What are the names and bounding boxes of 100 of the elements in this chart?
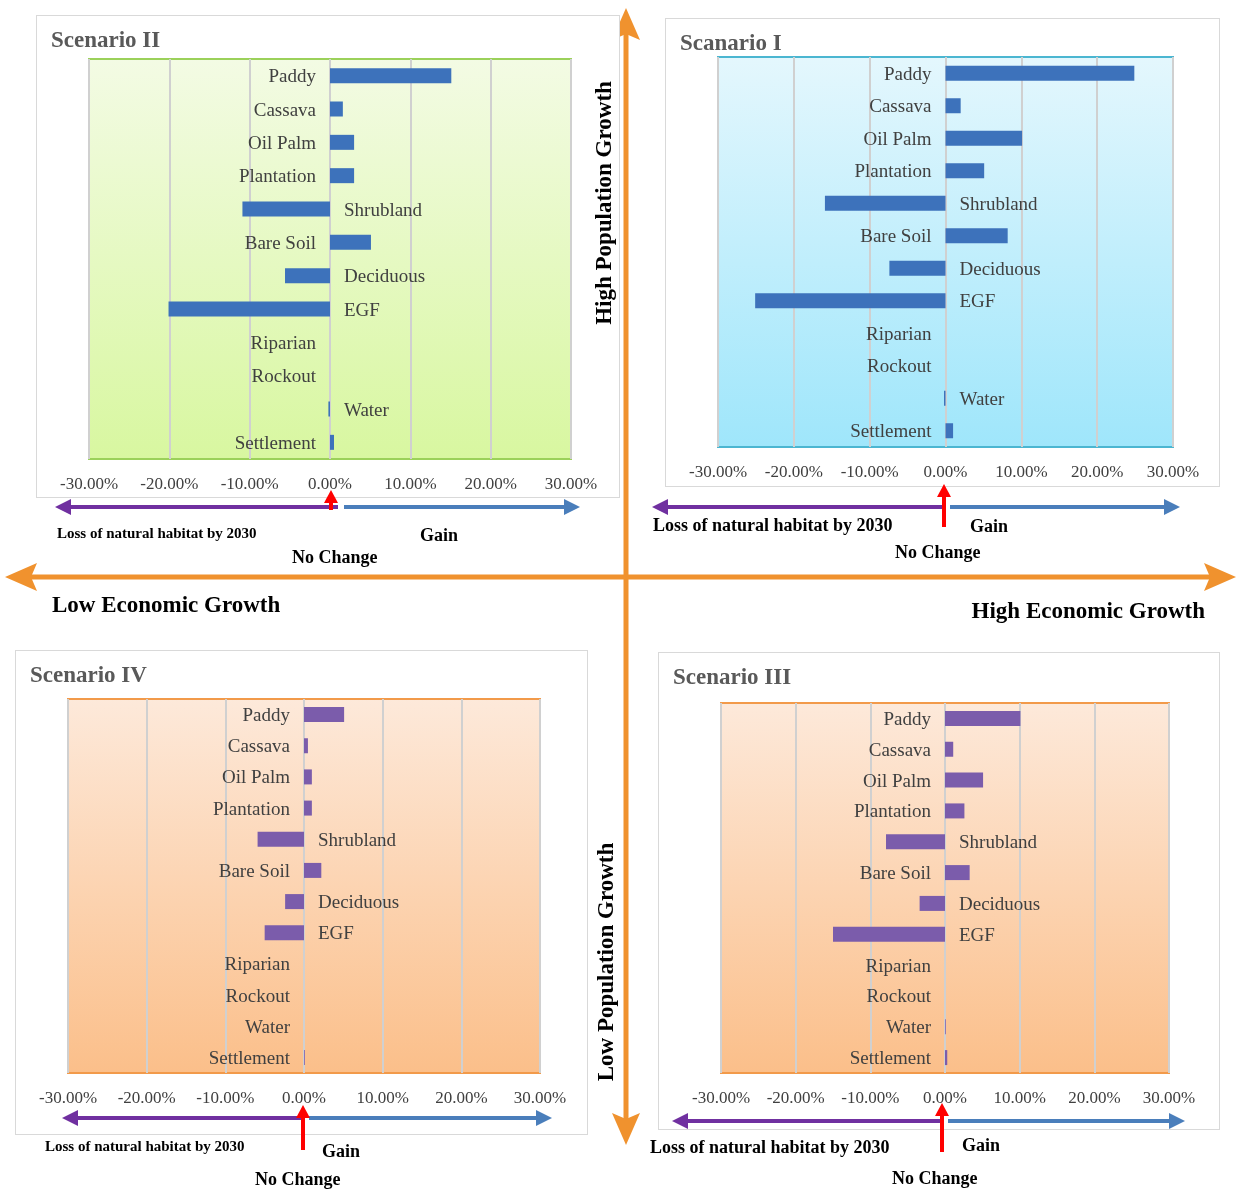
bar [304,738,308,754]
y-tick-label: Cassava [869,95,933,117]
bar [945,423,954,439]
y-tick-label: Oil Palm [863,127,932,149]
bar [257,831,304,847]
x-tick-label: -10.00% [196,1088,255,1107]
y-tick-label: EGF [318,922,354,944]
x-tick-label: 30.00% [513,1088,567,1107]
x-tick-label: 20.00% [464,474,517,493]
x-tick-label: 20.00% [1068,1088,1121,1107]
bar [264,925,304,941]
y-tick-label: Bare Soil [218,859,290,881]
bar [330,68,452,84]
y-tick-label: Deciduous [959,892,1041,914]
y-tick-label: EGF [959,923,995,945]
y-tick-label: Oil Palm [221,766,291,788]
x-tick-label: 10.00% [384,474,437,493]
y-tick-label: Rockout [225,984,291,1006]
x-tick-label: 10.00% [356,1088,409,1107]
x-tick-label: -30.00% [688,462,748,481]
x-tick-label: 20.00% [1070,462,1124,481]
x-tick-label: 0.00% [282,1088,326,1107]
bar [945,865,970,881]
y-tick-label: Riparian [224,953,291,975]
x-tick-label: 10.00% [995,462,1048,481]
x-tick-label: -20.00% [766,1088,825,1107]
bar [330,234,371,250]
bar [304,800,312,816]
x-tick-label: -10.00% [841,1088,900,1107]
x-tick-label: -10.00% [220,474,279,493]
bar [945,803,965,819]
y-tick-label: EGF [959,290,996,312]
y-tick-label: Rockout [866,985,932,1007]
bar [945,710,1021,726]
y-tick-label: Water [886,1016,932,1038]
x-tick-label: 20.00% [435,1088,488,1107]
y-tick-label: Rockout [867,355,933,377]
y-tick-label: Rockout [251,365,317,387]
chart-title: Scenario II [51,27,161,52]
x-tick-label: 30.00% [1146,462,1200,481]
y-tick-label: Settlement [849,1047,932,1069]
bar [285,268,330,284]
y-tick-label: EGF [344,298,380,320]
chart-title: Scenario IV [30,662,148,687]
x-tick-label: -30.00% [691,1088,751,1107]
bar [945,772,984,788]
chart-title: Scenario III [673,664,792,689]
x-tick-label: -20.00% [117,1088,176,1107]
y-tick-label: Riparian [865,954,932,976]
x-tick-label: -30.00% [38,1088,98,1107]
bar [833,926,945,942]
y-tick-label: Shrubland [959,831,1038,853]
bar [945,163,985,179]
bar [330,101,343,117]
x-tick-label: -10.00% [840,462,899,481]
bar [945,130,1023,146]
bar [304,769,312,785]
bar [330,434,335,450]
y-tick-label: Bare Soil [859,862,931,884]
bar [889,260,946,276]
bar [824,195,946,211]
x-tick-label: 0.00% [923,462,968,481]
y-tick-label: Paddy [883,707,932,729]
y-tick-label: Plantation [238,165,317,187]
text: No Change [292,547,378,567]
y-tick-label: Water [959,387,1006,409]
x-tick-label: 10.00% [993,1088,1046,1107]
bar [242,201,330,217]
y-tick-label: Bare Soil [860,225,932,247]
y-tick-label: Plantation [212,797,291,819]
text: Gain [962,1135,1001,1155]
text: No Change [895,542,981,562]
bar [919,895,945,911]
text: High Economic Growth [971,597,1205,623]
bar [330,134,355,150]
y-tick-label: Deciduous [959,257,1041,279]
x-tick-label: 0.00% [308,474,352,493]
y-tick-label: Deciduous [318,891,400,913]
text: Gain [322,1141,361,1161]
bar [945,741,954,757]
text: Low Population Growth [592,842,618,1082]
y-tick-label: Settlement [234,431,317,453]
y-tick-label: Deciduous [344,265,426,287]
bar [304,707,345,723]
text: Loss of natural habitat by 2030 [57,524,257,541]
bar [755,293,946,309]
chart-title: Scanario I [680,30,782,55]
y-tick-label: Cassava [868,738,932,760]
text: Gain [970,516,1009,536]
text: High Population Growth [590,81,616,325]
text: Loss of natural habitat by 2030 [45,1137,245,1154]
y-tick-label: Oil Palm [247,131,317,153]
text: Low Economic Growth [52,591,281,617]
x-tick-label: -20.00% [764,462,823,481]
bar [945,65,1135,81]
bar [285,894,304,910]
bar [886,834,945,850]
y-tick-label: Shrubland [959,192,1039,214]
y-tick-label: Settlement [850,420,933,442]
x-tick-label: 30.00% [544,474,598,493]
